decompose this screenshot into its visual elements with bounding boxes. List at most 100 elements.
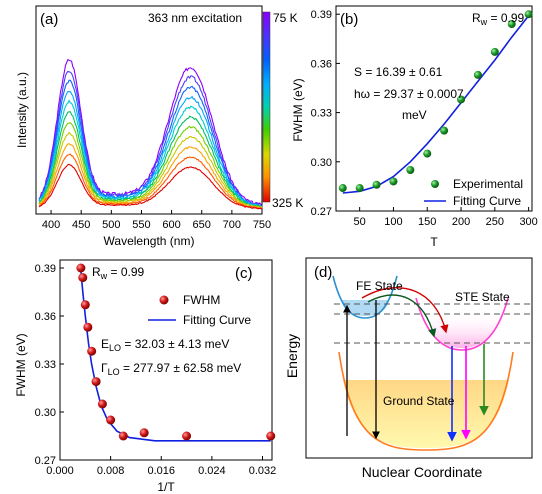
spectrum-line — [38, 99, 263, 208]
x-tick-label: 150 — [418, 216, 436, 228]
ground-state-curve — [338, 351, 514, 451]
y-tick-label: 0.27 — [311, 206, 332, 218]
panel-d: (d) FE State STE State Ground State Ener… — [284, 257, 533, 480]
spectrum-line — [38, 111, 263, 209]
data-point — [423, 149, 432, 158]
data-point — [338, 184, 347, 193]
spectra-lines — [38, 58, 263, 210]
data-point — [97, 399, 107, 409]
fe-state-curve — [332, 275, 398, 319]
data-point — [266, 431, 276, 441]
colorbar-top-label: 75 K — [273, 11, 298, 25]
panel-a-xlabel: Wavelength (nm) — [104, 234, 195, 248]
panel-b-s-value: S = 16.39 ± 0.61 — [354, 65, 443, 79]
panel-b-legend-points: Experimental — [453, 177, 523, 191]
y-tick-label: 0.39 — [35, 263, 56, 275]
data-point — [139, 428, 149, 438]
x-tick-label: 450 — [72, 219, 90, 231]
nuclear-coordinate-label: Nuclear Coordinate — [362, 464, 483, 480]
panel-a-ylabel: Intensity (a.u.) — [15, 72, 29, 148]
x-tick-label: 650 — [193, 219, 211, 231]
panel-c-elo: ELO = 32.03 ± 4.13 meV — [101, 337, 229, 353]
data-point — [83, 322, 93, 332]
excitation-label: 363 nm excitation — [148, 11, 242, 25]
panel-c-legend-fit: Fitting Curve — [183, 313, 251, 327]
y-tick-label: 0.30 — [311, 157, 332, 169]
relaxation-green-arrow — [367, 294, 437, 338]
data-point — [355, 184, 364, 193]
spectrum-line — [38, 79, 263, 207]
panel-b-ylabel: FWHM (eV) — [291, 78, 305, 141]
y-tick-label: 0.27 — [35, 455, 56, 467]
fit-curve — [342, 15, 530, 194]
panel-d-frame — [305, 257, 533, 459]
x-tick-label: 50 — [354, 216, 366, 228]
data-point — [182, 431, 192, 441]
panel-a: (a) 363 nm excitation 75 K 325 K 400 450 5… — [15, 5, 303, 248]
y-tick-label: 0.33 — [311, 108, 332, 120]
x-tick-label: 0.008 — [97, 465, 125, 477]
ste-state-fill — [425, 312, 500, 348]
panel-a-axis: 400 450 500 550 600 650 700 750 — [42, 210, 271, 231]
panel-d-label: (d) — [314, 264, 332, 281]
data-point — [78, 273, 88, 283]
relaxation-red-arrow — [361, 287, 449, 334]
data-point — [91, 377, 101, 387]
x-tick-label: 0.024 — [198, 465, 226, 477]
panel-c-xlabel: 1/T — [157, 480, 175, 494]
panel-b-plot: 50 100 150 200 250 300 0.27 0.30 0.33 0.36 0.39 — [311, 9, 538, 228]
x-tick-label: 0.032 — [249, 465, 277, 477]
y-tick-label: 0.36 — [35, 311, 56, 323]
panel-b-label: (b) — [340, 11, 358, 28]
panel-c-legend-point — [159, 295, 169, 305]
spectrum-line — [38, 70, 262, 207]
x-tick-label: 300 — [519, 216, 537, 228]
ste-state-label: STE State — [455, 290, 510, 304]
x-tick-label: 550 — [132, 219, 150, 231]
panel-c-legend-points: FWHM — [183, 293, 220, 307]
data-point — [473, 70, 482, 79]
y-tick-label: 0.30 — [35, 407, 56, 419]
spectrum-line — [38, 131, 263, 209]
spectrum-line — [38, 163, 263, 210]
spectrum-line — [38, 143, 263, 209]
fe-state-label: FE State — [356, 279, 403, 293]
data-point — [76, 263, 86, 273]
x-tick-label: 0.000 — [46, 465, 74, 477]
x-tick-label: 750 — [253, 219, 271, 231]
panel-c-glo: ΓLO = 277.97 ± 62.58 meV — [101, 361, 241, 377]
panel-b-legend-point — [431, 180, 439, 188]
data-point — [490, 47, 499, 56]
x-tick-label: 0.016 — [147, 465, 175, 477]
panel-b-hw-value: hω = 29.37 ± 0.0007 — [354, 87, 464, 101]
energy-axis-label: Energy — [284, 334, 300, 378]
panel-b-hw-unit: meV — [402, 108, 427, 122]
data-point — [118, 431, 128, 441]
y-tick-label: 0.36 — [311, 58, 332, 70]
data-point — [87, 346, 97, 356]
panel-c-plot: 0.000 0.008 0.016 0.024 0.032 0.27 0.30 0.33 0.3… — [35, 263, 277, 477]
data-point — [80, 300, 90, 310]
data-point — [440, 126, 449, 135]
panel-c-ylabel: FWHM (eV) — [14, 333, 28, 396]
data-point — [106, 415, 116, 425]
x-tick-label: 700 — [223, 219, 241, 231]
colorbar-bottom-label: 325 K — [272, 196, 303, 210]
panel-b-xlabel: T — [430, 235, 438, 249]
panel-b-frame — [335, 5, 533, 212]
panel-b: 50 100 150 200 250 300 0.27 0.30 0.33 0.36 0.39 (b… — [291, 5, 538, 249]
spectrum-line — [38, 58, 263, 207]
panel-b-legend-fit: Fitting Curve — [453, 194, 521, 208]
spectrum-line — [38, 91, 263, 208]
panel-c-label: (c) — [235, 265, 253, 282]
y-tick-label: 0.39 — [311, 9, 332, 21]
panel-c-frame — [59, 259, 273, 461]
colorbar — [262, 11, 271, 203]
spectrum-line — [38, 122, 263, 209]
data-point — [406, 166, 415, 174]
panel-a-label: (a) — [40, 11, 58, 28]
x-tick-label: 400 — [42, 219, 60, 231]
panel-b-rw: Rw = 0.99 — [472, 11, 525, 27]
x-tick-label: 600 — [162, 219, 180, 231]
